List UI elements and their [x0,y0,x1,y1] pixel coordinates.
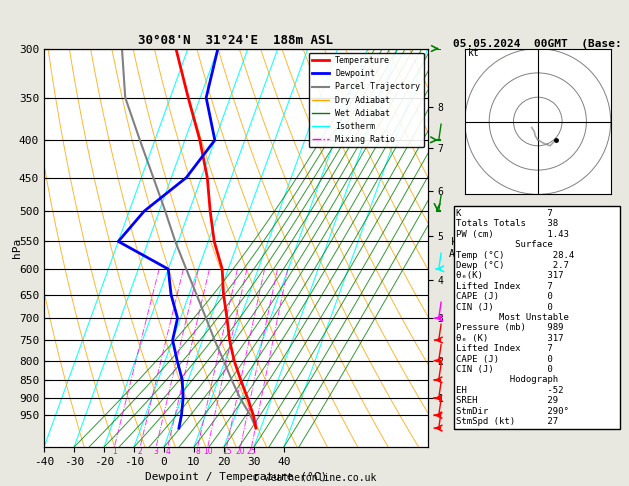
Text: 10: 10 [203,447,213,456]
Text: 25: 25 [247,447,256,456]
Text: K                7
Totals Totals    38
PW (cm)          1.43
           Surface : K 7 Totals Totals 38 PW (cm) 1.43 Surfac… [456,209,618,426]
X-axis label: Dewpoint / Temperature (°C): Dewpoint / Temperature (°C) [145,472,327,483]
Title: 30°08'N  31°24'E  188m ASL: 30°08'N 31°24'E 188m ASL [138,35,333,48]
Text: 1: 1 [112,447,117,456]
Text: 8: 8 [195,447,200,456]
Text: 15: 15 [222,447,231,456]
Text: kt: kt [468,48,479,58]
Text: © weatheronline.co.uk: © weatheronline.co.uk [253,473,376,483]
Text: 20: 20 [236,447,245,456]
Legend: Temperature, Dewpoint, Parcel Trajectory, Dry Adiabat, Wet Adiabat, Isotherm, Mi: Temperature, Dewpoint, Parcel Trajectory… [309,53,423,147]
Y-axis label: km
ASL: km ASL [448,237,466,259]
Text: 3: 3 [153,447,159,456]
Text: 2: 2 [138,447,142,456]
Text: 4: 4 [165,447,170,456]
Text: 05.05.2024  00GMT  (Base: 18): 05.05.2024 00GMT (Base: 18) [453,39,629,49]
Text: hPa: hPa [12,238,22,258]
